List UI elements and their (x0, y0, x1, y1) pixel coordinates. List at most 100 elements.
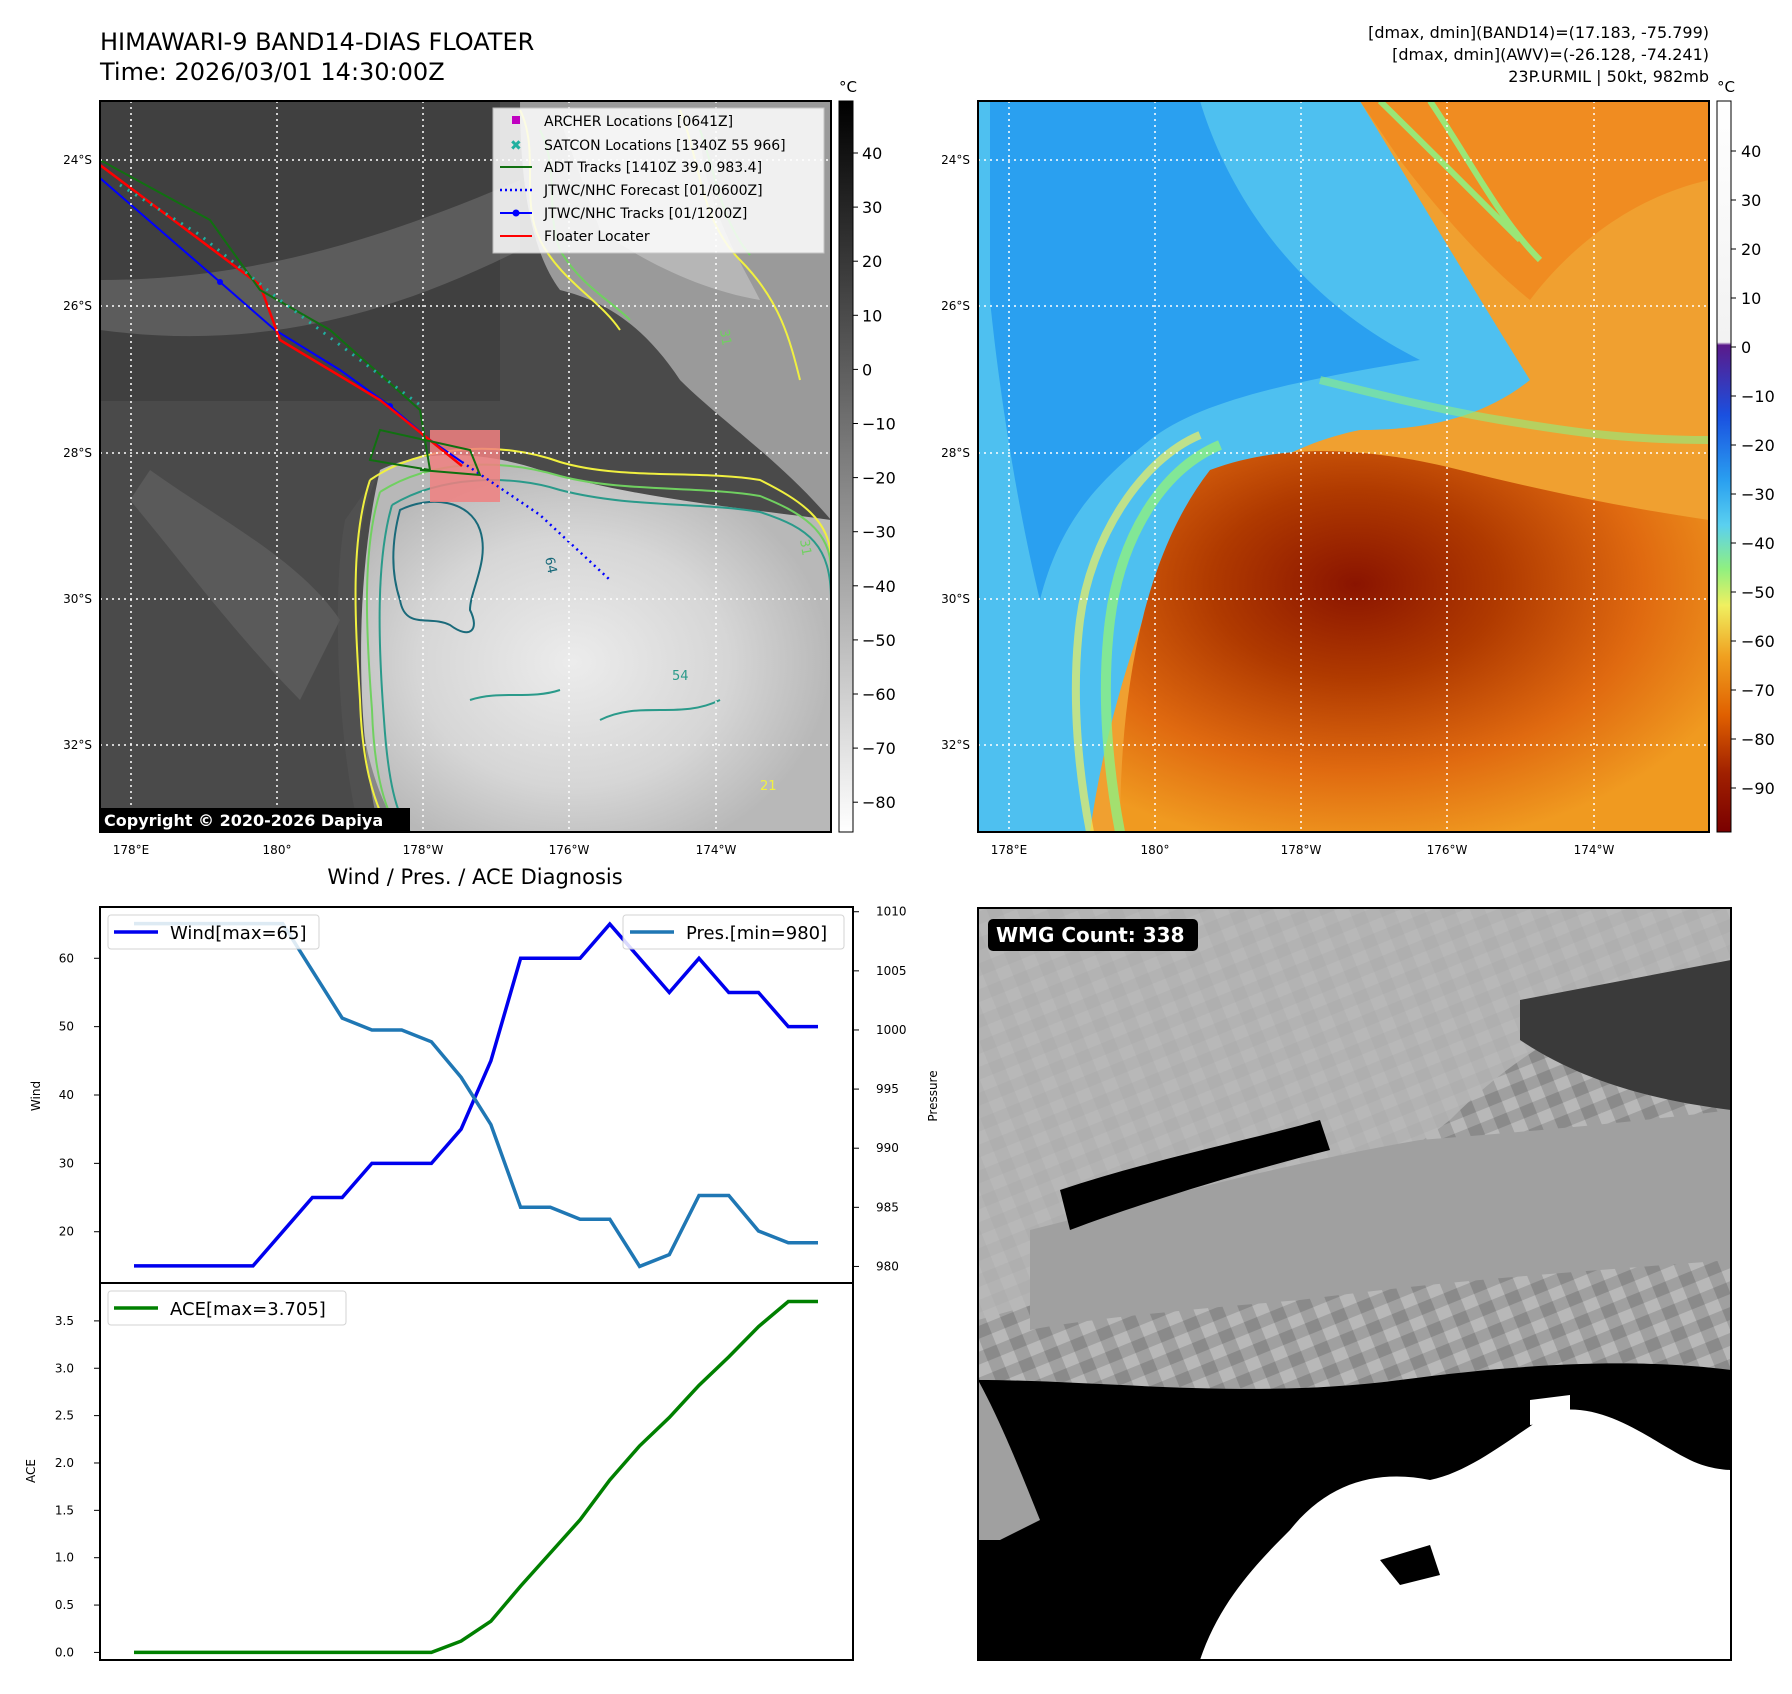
awv-lat-label: 24°S (941, 153, 970, 167)
awv-lon-label: 178°E (991, 843, 1028, 857)
awv-colorbar-unit: °C (1717, 78, 1735, 96)
ir-colorbar-tick-label: 20 (862, 252, 882, 271)
ir-colorbar: °C 40 30 20 10 0 −10 −20 −30 −40 −50 −60 −70 −80 (838, 78, 896, 833)
awv-colorbar-tick-label: 10 (1741, 289, 1761, 308)
floater-legend-label: Floater Locater (544, 229, 650, 245)
ir-lat-label: 32°S (63, 738, 92, 752)
wind-legend: Wind[max=65] (107, 914, 320, 950)
pressure-tick-label: 985 (876, 1200, 899, 1214)
wind-axis-label: Wind (29, 1081, 43, 1111)
ir-colorbar-tick-label: −20 (862, 469, 896, 488)
awv-lon-label: 174°W (1574, 843, 1615, 857)
figure-time: Time: 2026/03/01 14:30:00Z (99, 58, 445, 86)
awv-colorbar-tick-label: 0 (1741, 338, 1751, 357)
awv-colorbar-tick-label: 20 (1741, 240, 1761, 259)
ir-colorbar-tick-label: −60 (862, 685, 896, 704)
pressure-tick-label: 990 (876, 1141, 899, 1155)
awv-colorbar-tick-label: −80 (1741, 730, 1775, 749)
ace-axis-label: ACE (24, 1459, 38, 1483)
wind-series-line (134, 921, 818, 1268)
ir-colorbar-tick-label: −40 (862, 577, 896, 596)
storm-info: 23P.URMIL | 50kt, 982mb (1508, 67, 1709, 86)
jtwc-forecast-line (461, 460, 611, 581)
satcon-legend-marker: ✖ (510, 138, 522, 154)
awv-colorbar-tick-label: −90 (1741, 779, 1775, 798)
wmg-panel: WMG Count: 338 (977, 907, 1732, 1661)
ir-lat-label: 26°S (63, 299, 92, 313)
awv-colorbar-tick-label: −50 (1741, 583, 1775, 602)
floater-locater-line (100, 164, 463, 467)
awv-lat-label: 28°S (941, 446, 970, 460)
ir-colorbar-tick-label: −70 (862, 739, 896, 758)
awv-lat-label: 32°S (941, 738, 970, 752)
ir-colorbar-tick-label: 10 (862, 306, 882, 325)
ace-tick-label: 3.0 (55, 1361, 74, 1375)
band14-stats: [dmax, dmin](BAND14)=(17.183, -75.799) (1368, 23, 1709, 42)
awv-lat-label: 30°S (941, 592, 970, 606)
satcon-legend-label: SATCON Locations [1340Z 55 966] (544, 138, 786, 154)
awv-colorbar-tick-label: −10 (1741, 387, 1775, 406)
wind-tick-label: 60 (59, 951, 74, 965)
tracks-legend-label: JTWC/NHC Tracks [01/1200Z] (543, 206, 747, 222)
awv-map-panel (977, 100, 1710, 833)
wind-tick-label: 50 (59, 1020, 74, 1034)
diagnosis-title: Wind / Pres. / ACE Diagnosis (327, 865, 622, 889)
figure-title: HIMAWARI-9 BAND14-DIAS FLOATER (100, 28, 534, 56)
awv-lon-label: 176°W (1427, 843, 1468, 857)
ir-lon-label: 174°W (696, 843, 737, 857)
ace-tick-label: 0.0 (55, 1645, 74, 1659)
ir-map-panel: 64 54 31 31 21 (99, 100, 832, 833)
ir-lat-label: 24°S (63, 153, 92, 167)
wind-tick-label: 30 (59, 1156, 74, 1170)
contour-label: 54 (672, 669, 689, 684)
awv-colorbar-tick-label: −30 (1741, 485, 1775, 504)
ace-series-line (134, 1299, 818, 1655)
awv-colorbar-tick-label: −20 (1741, 436, 1775, 455)
pressure-tick-label: 980 (876, 1259, 899, 1273)
ir-colorbar-tick-label: 0 (862, 360, 872, 379)
ace-tick-label: 3.5 (55, 1314, 74, 1328)
awv-lat-label: 26°S (941, 299, 970, 313)
ir-colorbar-tick-label: −30 (862, 523, 896, 542)
awv-lon-labels: 178°E 180° 178°W 176°W 174°W (991, 843, 1615, 857)
awv-colorbar-tick-label: −60 (1741, 632, 1775, 651)
ace-tick-label: 0.5 (55, 1598, 74, 1612)
copyright-label: Copyright © 2020-2026 Dapiya (104, 811, 383, 830)
pressure-tick-label: 1005 (876, 964, 907, 978)
adt-track-line (100, 159, 482, 477)
ir-lon-label: 178°E (113, 843, 150, 857)
ir-lon-label: 176°W (549, 843, 590, 857)
forecast-legend-label: JTWC/NHC Forecast [01/0600Z] (543, 183, 763, 199)
ir-lon-label: 180° (263, 843, 292, 857)
awv-colorbar-tick-label: −70 (1741, 681, 1775, 700)
awv-colorbar-tick-label: 30 (1741, 191, 1761, 210)
pressure-axis-label: Pressure (926, 1070, 940, 1121)
awv-colorbar-tick-label: −40 (1741, 534, 1775, 553)
map-legend: ARCHER Locations [0641Z] ✖ SATCON Locati… (492, 107, 825, 254)
awv-colorbar: °C 40 30 20 10 0 −10 −20 −30 −40 −50 −60 −70 −80 −90 (1716, 78, 1775, 833)
ir-colorbar-tick-label: −50 (862, 631, 896, 650)
awv-stats: [dmax, dmin](AWV)=(-26.128, -74.241) (1392, 45, 1709, 64)
pressure-tick-label: 1000 (876, 1023, 907, 1037)
pressure-tick-label: 1010 (876, 905, 907, 919)
wind-pressure-panel: 60 50 40 30 20 1010 1005 1000 995 990 985 980 Wind… (29, 905, 940, 1284)
ir-colorbar-unit: °C (839, 78, 857, 96)
pressure-legend: Pres.[min=980] (622, 914, 845, 950)
ace-tick-label: 2.5 (55, 1409, 74, 1423)
ir-colorbar-tick-label: −80 (862, 793, 896, 812)
ir-colorbar-tick-label: 40 (862, 144, 882, 163)
contour-label: 64 (541, 556, 559, 575)
ace-legend: ACE[max=3.705] (107, 1290, 347, 1326)
wind-tick-label: 40 (59, 1088, 74, 1102)
pressure-legend-label: Pres.[min=980] (686, 923, 827, 944)
ir-lon-labels: 178°E 180° 178°W 176°W 174°W (113, 843, 737, 857)
contour-label: 31 (796, 538, 814, 557)
ace-panel: 3.5 3.0 2.5 2.0 1.5 1.0 0.5 0.0 ACE ACE[max=3.7… (24, 1282, 854, 1661)
contour-label: 21 (760, 779, 777, 794)
wind-tick-label: 20 (59, 1225, 74, 1239)
awv-lon-label: 178°W (1281, 843, 1322, 857)
awv-lon-label: 180° (1141, 843, 1170, 857)
archer-legend-marker (512, 116, 520, 124)
ace-tick-label: 1.5 (55, 1503, 74, 1517)
